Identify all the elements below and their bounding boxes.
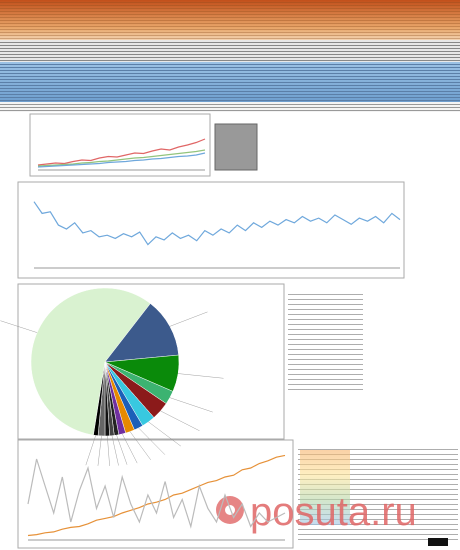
leader-line [148, 421, 181, 447]
chart-frame [17, 439, 294, 549]
legend-box [214, 123, 258, 171]
leader-line [107, 435, 110, 466]
series-line [27, 458, 286, 529]
header-rows [0, 0, 460, 40]
blue-rows [0, 62, 460, 102]
series-line [37, 138, 206, 166]
chart-frame [17, 181, 405, 279]
series-line [27, 454, 286, 537]
spreadsheet [0, 0, 460, 112]
leader-line [111, 435, 119, 466]
pie-slice [104, 303, 179, 363]
leader-line [178, 373, 224, 379]
leader-line [160, 410, 200, 431]
leader-line [169, 397, 213, 413]
series-line [37, 149, 206, 167]
gray-rows [0, 40, 460, 62]
leader-line [138, 427, 166, 455]
pie-legend-table [288, 290, 363, 390]
chart-frame [29, 113, 211, 177]
plain-rows [0, 102, 460, 112]
leader-line [116, 435, 128, 465]
leader-line [129, 431, 151, 460]
leader-line [97, 435, 102, 466]
leader-line [85, 435, 96, 466]
series-line [37, 152, 206, 168]
leader-line [122, 433, 138, 464]
leader-line [169, 311, 208, 327]
pin-hole [225, 505, 235, 515]
button[interactable] [428, 538, 448, 546]
table-highlight [300, 450, 350, 525]
series-line [33, 201, 401, 246]
leader-line [0, 320, 38, 333]
watermark: posuta.ru [250, 490, 417, 534]
